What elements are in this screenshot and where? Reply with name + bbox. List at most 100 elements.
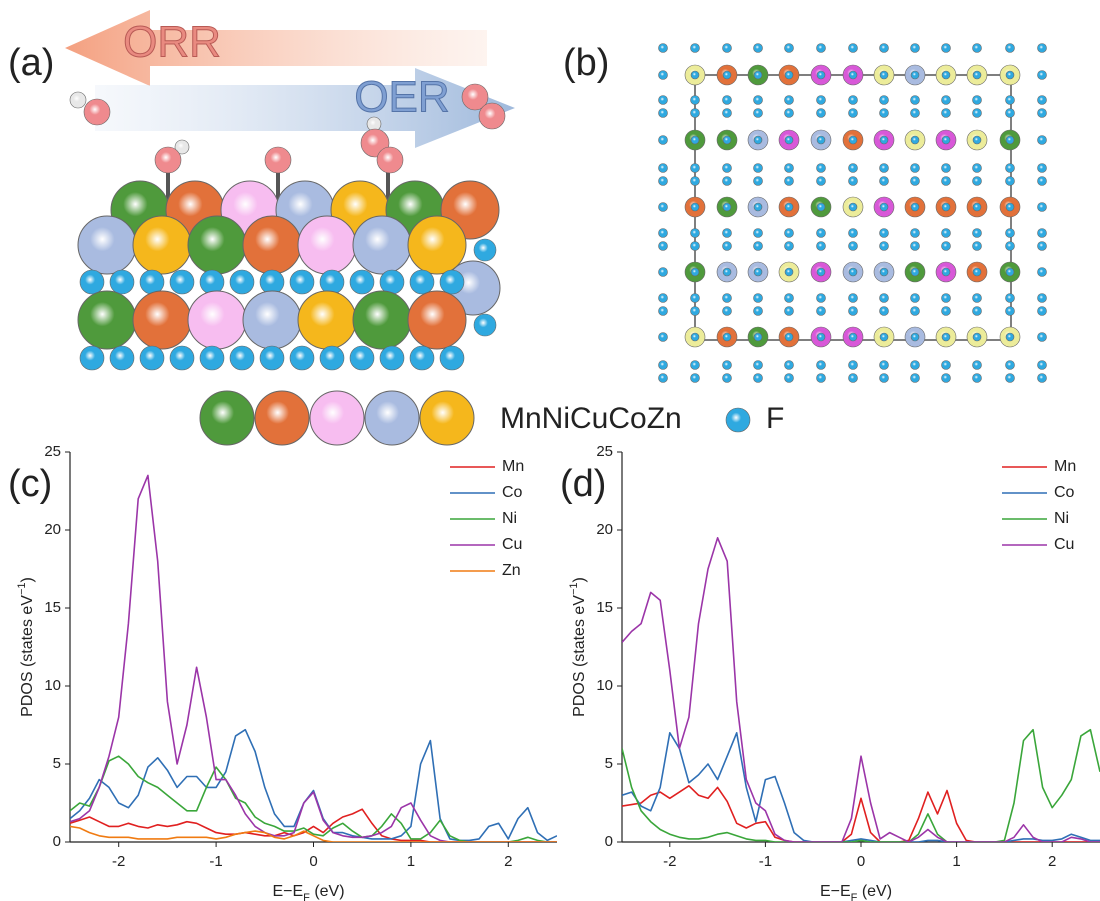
legend-label: Co	[1054, 484, 1075, 501]
lattice-f	[879, 360, 889, 370]
lattice-f	[848, 241, 858, 251]
x-label-sub: F	[303, 892, 310, 901]
lattice-f	[848, 306, 858, 316]
lattice-f	[879, 202, 889, 212]
atom	[242, 215, 302, 275]
lattice-f	[816, 241, 826, 251]
lattice-f	[784, 43, 794, 53]
x-tick-label: -2	[663, 853, 676, 870]
lattice-f	[848, 108, 858, 118]
oer-arrow	[95, 68, 515, 148]
atom	[132, 215, 192, 275]
lattice-f	[1005, 360, 1015, 370]
lattice-f	[941, 332, 951, 342]
lattice-f	[722, 267, 732, 277]
lattice-f	[722, 293, 732, 303]
orr-label: ORR	[123, 18, 221, 67]
lattice-f	[879, 163, 889, 173]
atom	[439, 345, 465, 371]
lattice-f	[816, 70, 826, 80]
atom	[229, 345, 255, 371]
x-label-part: E−E	[272, 883, 303, 900]
legend-label: Ni	[1054, 510, 1069, 527]
atom	[187, 215, 247, 275]
y-tick-label: 20	[596, 521, 613, 538]
lattice-f	[658, 202, 668, 212]
lattice-f	[1005, 95, 1015, 105]
atom	[199, 269, 225, 295]
lattice-f	[910, 163, 920, 173]
lattice-f	[690, 241, 700, 251]
lattice-f	[848, 43, 858, 53]
x-tick-label: 0	[309, 853, 317, 870]
lattice-f	[816, 228, 826, 238]
lattice-f	[816, 373, 826, 383]
lattice-f	[658, 108, 668, 118]
y-tick-label: 25	[44, 443, 61, 460]
lattice-f	[658, 306, 668, 316]
lattice-f	[972, 360, 982, 370]
lattice-f	[910, 373, 920, 383]
series-line	[70, 474, 557, 842]
lattice-f	[941, 108, 951, 118]
lattice-f	[816, 202, 826, 212]
lattice-f	[910, 95, 920, 105]
lattice-f	[722, 108, 732, 118]
atom	[169, 345, 195, 371]
atom	[259, 345, 285, 371]
lattice-f	[690, 332, 700, 342]
lattice-f	[1005, 135, 1015, 145]
lattice-f	[972, 108, 982, 118]
lattice-f	[941, 43, 951, 53]
lattice-f	[910, 135, 920, 145]
atom	[109, 269, 135, 295]
lattice-f	[910, 108, 920, 118]
x-tick-label: -1	[759, 853, 772, 870]
y-tick-label: 5	[53, 755, 61, 772]
lattice-f	[722, 202, 732, 212]
x-axis-label: E−EF (eV)	[272, 883, 344, 901]
lattice-f	[879, 108, 889, 118]
series-line	[622, 732, 1100, 842]
x-label-part: (eV)	[857, 883, 892, 900]
lattice-f	[848, 373, 858, 383]
atom	[461, 83, 489, 111]
oer-label: OER	[354, 73, 449, 122]
lattice-f	[879, 95, 889, 105]
legend-alloy: MnNiCuCoZn	[500, 402, 682, 435]
lattice-f	[722, 360, 732, 370]
lattice-f	[690, 202, 700, 212]
lattice-f	[848, 70, 858, 80]
lattice-f	[816, 43, 826, 53]
lattice-f	[658, 373, 668, 383]
lattice-f	[910, 176, 920, 186]
y-label-sup: −1	[16, 582, 28, 595]
atom	[109, 345, 135, 371]
y-tick-label: 10	[596, 677, 613, 694]
lattice-f	[753, 332, 763, 342]
atom	[352, 290, 412, 350]
lattice-f	[1037, 135, 1047, 145]
lattice-f	[941, 228, 951, 238]
legend-label: Ni	[502, 510, 517, 527]
lattice-f	[784, 108, 794, 118]
atom	[407, 290, 467, 350]
x-label-part: (eV)	[310, 883, 345, 900]
lattice-f	[848, 95, 858, 105]
lattice-f	[1037, 43, 1047, 53]
lattice-f	[816, 163, 826, 173]
atom	[154, 146, 182, 174]
lattice-f	[972, 43, 982, 53]
x-tick-label: 0	[857, 853, 865, 870]
lattice-f	[722, 95, 732, 105]
y-tick-label: 15	[44, 599, 61, 616]
lattice-f	[753, 176, 763, 186]
lattice-f	[910, 70, 920, 80]
x-tick-label: 2	[504, 853, 512, 870]
atom	[174, 139, 190, 155]
atom	[139, 269, 165, 295]
lattice-f	[910, 360, 920, 370]
atom	[349, 345, 375, 371]
atom	[289, 345, 315, 371]
lattice-f	[784, 241, 794, 251]
